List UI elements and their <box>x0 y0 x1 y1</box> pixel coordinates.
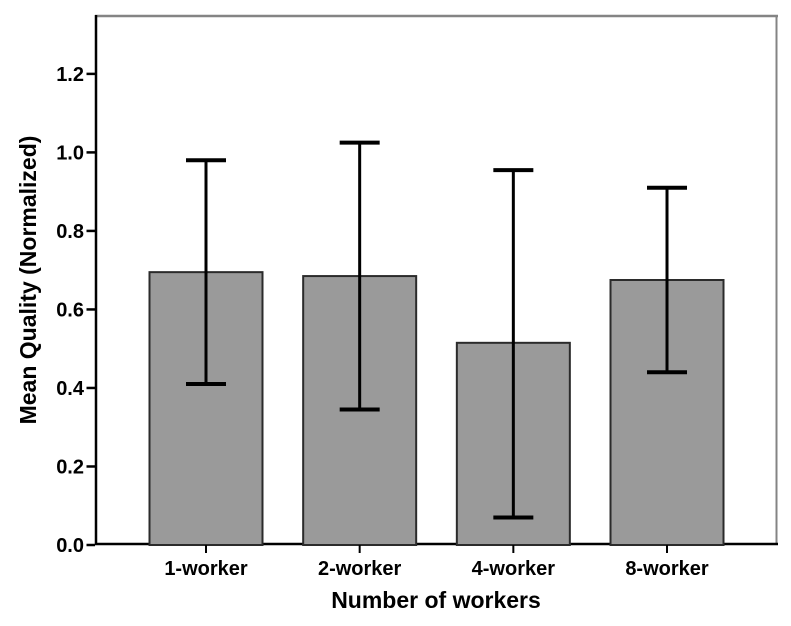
axes-layer: 0.0 0.2 0.4 0.6 0.8 1.0 1.2 1-worker 2-worker 4-w… <box>56 64 709 580</box>
x-axis-title: Number of workers <box>331 587 541 613</box>
y-tick-label: 0.0 <box>56 535 84 557</box>
y-axis-title: Mean Quality (Normalized) <box>15 136 41 425</box>
y-tick-label: 1.0 <box>56 142 84 164</box>
y-tick-label: 0.4 <box>56 378 85 400</box>
x-tick-label: 2-worker <box>318 558 402 580</box>
y-tick-label: 0.6 <box>56 299 84 321</box>
x-tick-label: 8-worker <box>625 558 709 580</box>
bars-layer <box>148 140 725 546</box>
x-tick-label: 1-worker <box>164 558 248 580</box>
y-tick-label: 0.2 <box>56 456 84 478</box>
y-tick-label: 0.8 <box>56 221 84 243</box>
y-tick-label: 1.2 <box>56 64 84 86</box>
x-tick-label: 4-worker <box>472 558 556 580</box>
